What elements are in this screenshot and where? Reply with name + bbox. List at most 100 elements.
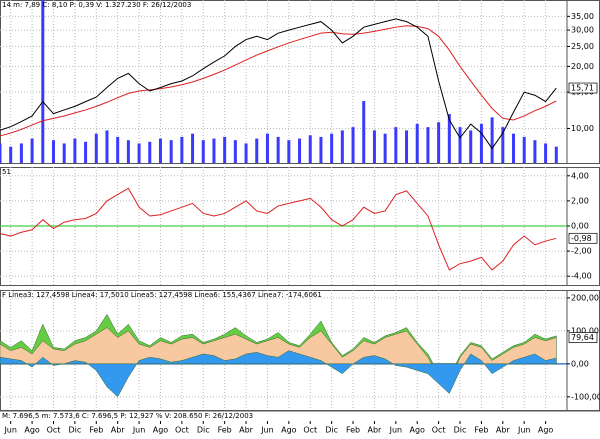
y-tick-label: 35,00 bbox=[571, 12, 594, 21]
volume-bar bbox=[490, 117, 494, 163]
y-tick-label: 25,00 bbox=[571, 42, 594, 51]
volume-bar bbox=[415, 123, 419, 163]
volume-bar bbox=[223, 136, 227, 163]
x-tick-label: Dic bbox=[68, 426, 81, 435]
y-tick-label: 10,00 bbox=[571, 124, 594, 133]
volume-bar bbox=[73, 138, 77, 163]
x-tick-label: Dic bbox=[325, 426, 338, 435]
footnote: M: 7.696,5 m: 7.573,6 C: 7.696,5 P: 12,9… bbox=[2, 412, 253, 420]
last-value-label: 79,64 bbox=[571, 333, 594, 342]
x-tick-label: Feb bbox=[218, 426, 232, 435]
volume-bar bbox=[512, 133, 516, 163]
volume-bar bbox=[405, 130, 409, 163]
volume-bar bbox=[51, 140, 55, 163]
y-tick-label: 100,00 bbox=[571, 326, 599, 335]
x-tick-label: Feb bbox=[346, 426, 360, 435]
volume-bar bbox=[458, 127, 462, 163]
x-tick-label: Ago bbox=[24, 426, 40, 435]
x-tick-label: Jun bbox=[389, 426, 403, 435]
value-box bbox=[568, 82, 598, 94]
volume-bar bbox=[201, 140, 205, 163]
volume-bar bbox=[126, 140, 130, 163]
volume-bar bbox=[501, 127, 505, 163]
volume-bar bbox=[41, 0, 45, 163]
volume-bar bbox=[191, 133, 195, 163]
volume-bar bbox=[319, 136, 323, 163]
x-tick-label: Abr bbox=[368, 426, 383, 435]
volume-bar bbox=[180, 136, 184, 163]
x-tick-label: Oct bbox=[47, 426, 61, 435]
x-tick-label: Feb bbox=[89, 426, 103, 435]
volume-bar bbox=[169, 140, 173, 163]
volume-bar bbox=[554, 146, 558, 163]
volume-bar bbox=[265, 133, 269, 163]
volume-bar bbox=[19, 143, 23, 163]
volume-bar bbox=[158, 138, 162, 163]
x-tick-label: Ago bbox=[153, 426, 169, 435]
volume-bar bbox=[308, 135, 312, 163]
volume-bar bbox=[276, 136, 280, 163]
volume-bar bbox=[94, 133, 98, 163]
volume-bar bbox=[426, 127, 430, 163]
y-tick-label: -100,00 bbox=[571, 392, 600, 401]
y-tick-label: -4,00 bbox=[571, 272, 592, 281]
volume-bar bbox=[62, 143, 66, 163]
volume-bar bbox=[30, 138, 34, 163]
series-area bbox=[0, 327, 557, 384]
x-tick-label: Jun bbox=[517, 426, 531, 435]
volume-bar bbox=[298, 138, 302, 163]
volume-bar bbox=[233, 140, 237, 163]
y-tick-label: 0,00 bbox=[571, 359, 589, 368]
volume-bar bbox=[544, 143, 548, 163]
x-tick-label: Abr bbox=[496, 426, 511, 435]
volume-bar bbox=[533, 140, 537, 163]
series-line bbox=[0, 18, 557, 150]
volume-bar bbox=[148, 141, 152, 163]
y-tick-label: 0,00 bbox=[571, 222, 589, 231]
panel-title: 14 m: 7,89 C: 8,10 P: 0,39 V: 1.327.230 … bbox=[2, 1, 191, 9]
volume-bar bbox=[383, 133, 387, 163]
series-line bbox=[0, 187, 557, 271]
volume-bar bbox=[244, 143, 248, 163]
x-tick-label: Oct bbox=[175, 426, 189, 435]
series-area bbox=[0, 350, 557, 398]
y-tick-label: -2,00 bbox=[571, 247, 592, 256]
panel-title: 51 bbox=[2, 168, 11, 176]
x-tick-label: Oct bbox=[432, 426, 446, 435]
volume-bar bbox=[340, 130, 344, 163]
x-tick-label: Dic bbox=[454, 426, 467, 435]
y-tick-label: 30,00 bbox=[571, 26, 594, 35]
x-tick-label: Ago bbox=[409, 426, 425, 435]
volume-bar bbox=[255, 138, 259, 163]
volume-bar bbox=[394, 127, 398, 163]
y-tick-label: 20,00 bbox=[571, 62, 594, 71]
volume-bar bbox=[137, 143, 141, 163]
y-tick-label: 2,00 bbox=[571, 196, 589, 205]
volume-bar bbox=[105, 130, 109, 163]
volume-bar bbox=[330, 133, 334, 163]
x-tick-label: Jun bbox=[132, 426, 146, 435]
y-tick-label: 4,00 bbox=[571, 171, 589, 180]
panel-title: F Linea3: 127,4598 Linea4: 17,5010 Linea… bbox=[2, 291, 322, 299]
x-tick-label: Ago bbox=[281, 426, 297, 435]
y-tick-label: 200,00 bbox=[571, 293, 599, 302]
volume-bar bbox=[287, 140, 291, 163]
x-tick-label: Dic bbox=[197, 426, 210, 435]
volume-bar bbox=[522, 136, 526, 163]
volume-bar bbox=[447, 114, 451, 163]
volume-bar bbox=[437, 122, 441, 163]
volume-bar bbox=[0, 143, 2, 163]
x-tick-label: Jun bbox=[3, 426, 17, 435]
value-box bbox=[568, 232, 598, 244]
volume-bar bbox=[116, 136, 120, 163]
volume-bar bbox=[469, 130, 473, 163]
volume-bar bbox=[9, 146, 13, 163]
x-tick-label: Oct bbox=[303, 426, 317, 435]
x-tick-label: Feb bbox=[474, 426, 488, 435]
series-line bbox=[0, 25, 557, 137]
x-tick-label: Ago bbox=[538, 426, 554, 435]
volume-bar bbox=[362, 101, 366, 163]
volume-bar bbox=[479, 123, 483, 163]
x-tick-label: Jun bbox=[260, 426, 274, 435]
volume-bar bbox=[84, 141, 88, 163]
